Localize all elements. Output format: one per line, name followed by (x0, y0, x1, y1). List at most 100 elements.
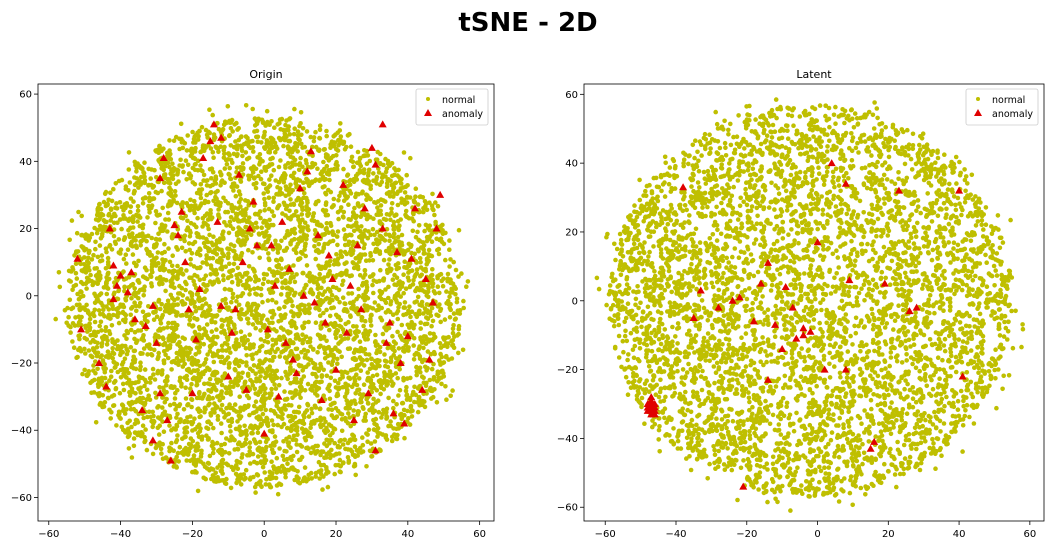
axes-frame-latent (583, 83, 1045, 522)
anomaly-point (378, 224, 387, 232)
anomaly-point (866, 444, 875, 452)
anomaly-point (357, 305, 366, 313)
legend-label-anomaly: anomaly (442, 109, 483, 120)
y-tick-label: 20 (19, 224, 32, 235)
anomaly-point (130, 315, 139, 323)
anomaly-point (788, 303, 797, 311)
anomaly-point (102, 382, 111, 390)
anomaly-point (827, 159, 836, 167)
anomaly-point (163, 416, 172, 424)
y-tick-label: −20 (11, 359, 32, 370)
anomaly-point (841, 365, 850, 373)
x-tick-label: −60 (38, 529, 59, 540)
anomaly-point (152, 338, 161, 346)
y-tick-label: 40 (19, 157, 32, 168)
anomaly-point (955, 186, 964, 194)
y-tick-label: 60 (19, 90, 32, 101)
x-tick-label: 60 (473, 529, 486, 540)
y-tick-label: 0 (26, 291, 32, 302)
anomaly-point (138, 406, 147, 414)
anomaly-point (735, 293, 744, 301)
anomaly-point (781, 283, 790, 291)
anomaly-point (389, 409, 398, 417)
x-tick-label: 40 (401, 529, 414, 540)
anomaly-point (123, 288, 132, 296)
legend-marker-anomaly (974, 109, 982, 116)
anomaly-point (696, 286, 705, 294)
anomaly-point (105, 224, 114, 232)
anomaly-point (321, 318, 330, 326)
anomaly-point (912, 303, 921, 311)
anomaly-point (249, 197, 258, 205)
anomaly-point (195, 285, 204, 293)
legend-label-normal: normal (992, 95, 1025, 106)
anomaly-point (191, 335, 200, 343)
anomaly-point (792, 334, 801, 342)
anomaly-point (281, 338, 290, 346)
anomaly-point (109, 261, 118, 269)
anomaly-point (749, 317, 758, 325)
y-tick-label: 20 (565, 227, 578, 238)
anomaly-point (274, 392, 283, 400)
anomaly-point (332, 365, 341, 373)
anomaly-point (224, 372, 233, 380)
anomaly-point (188, 389, 197, 397)
anomaly-point (689, 313, 698, 321)
anomaly-point (148, 301, 157, 309)
anomaly-point (253, 241, 262, 249)
x-tick-label: 20 (330, 529, 343, 540)
anomaly-point (382, 338, 391, 346)
anomaly-point (285, 264, 294, 272)
anomaly-point (299, 291, 308, 299)
anomaly-point (310, 298, 319, 306)
anomaly-point (650, 410, 659, 418)
anomaly-point (217, 133, 226, 141)
anomaly-point (778, 344, 787, 352)
anomaly-point (353, 241, 362, 249)
x-tick-label: −20 (736, 529, 757, 540)
anomaly-point (371, 160, 380, 168)
anomaly-point (263, 325, 272, 333)
anomaly-point (714, 303, 723, 311)
anomaly-point (260, 429, 269, 437)
anomaly-point (349, 416, 358, 424)
anomaly-point (436, 190, 445, 198)
x-tick-label: −40 (665, 529, 686, 540)
anomaly-point (764, 258, 772, 266)
figure-title: tSNE - 2D (458, 8, 598, 38)
anomaly-point (199, 153, 208, 161)
anomaly-point (156, 389, 165, 397)
anomaly-point (820, 365, 829, 373)
legend-label-normal: normal (442, 95, 475, 106)
anomaly-point (231, 305, 240, 313)
anomaly-point (209, 120, 218, 128)
y-tick-label: 40 (565, 159, 578, 170)
anomaly-point (303, 167, 312, 175)
anomaly-point (339, 180, 348, 188)
anomaly-point (880, 279, 889, 287)
anomaly-point (396, 359, 405, 367)
anomaly-point (407, 254, 416, 262)
anomaly-point (148, 436, 157, 444)
anomaly-point (156, 174, 165, 182)
x-tick-label: 60 (1023, 529, 1036, 540)
anomaly-point (95, 359, 104, 367)
anomaly-point (73, 254, 82, 262)
normal-points-latent (594, 97, 1026, 513)
anomaly-point (428, 298, 437, 306)
legend-marker-normal (976, 97, 980, 101)
anomaly-point (400, 419, 409, 427)
anomaly-point (360, 204, 369, 212)
x-tick-label: 20 (882, 529, 895, 540)
anomaly-point (346, 281, 355, 289)
anomaly-point (378, 120, 387, 128)
anomaly-point (166, 456, 175, 464)
plot-title-origin: Origin (249, 68, 282, 81)
anomaly-point (109, 295, 118, 303)
anomaly-point (306, 147, 315, 155)
anomaly-point (367, 143, 376, 151)
legend-label-anomaly: anomaly (992, 109, 1033, 120)
anomaly-point (806, 327, 815, 335)
x-tick-label: 0 (814, 529, 820, 540)
